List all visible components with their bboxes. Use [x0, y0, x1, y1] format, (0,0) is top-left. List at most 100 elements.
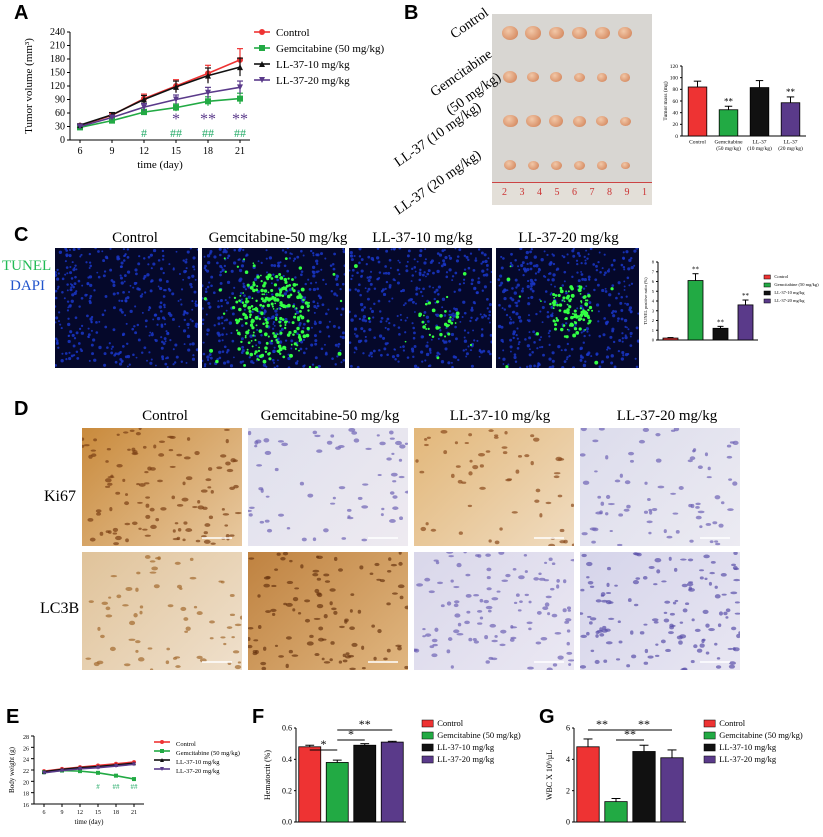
cell-nucleus — [475, 554, 480, 557]
cell-nucleus — [203, 539, 211, 544]
dapi-nucleus — [103, 270, 107, 273]
dapi-nucleus — [116, 255, 120, 259]
dapi-nucleus — [414, 270, 417, 273]
dapi-nucleus — [242, 282, 245, 285]
cell-nucleus — [115, 491, 121, 495]
dapi-nucleus — [58, 311, 61, 314]
cell-nucleus — [538, 572, 542, 575]
cell-nucleus — [326, 440, 333, 445]
dapi-nucleus — [156, 323, 159, 326]
bar — [298, 746, 322, 823]
dapi-nucleus — [605, 355, 610, 359]
dapi-nucleus — [165, 280, 169, 283]
cell-nucleus — [300, 564, 304, 569]
dapi-nucleus — [207, 261, 211, 265]
dapi-nucleus — [55, 364, 57, 367]
cell-nucleus — [605, 494, 611, 500]
cell-nucleus — [105, 606, 111, 611]
dapi-nucleus — [317, 294, 321, 298]
legend-marker — [160, 758, 164, 762]
dapi-nucleus — [516, 283, 520, 287]
cell-nucleus — [149, 507, 155, 512]
cell-nucleus — [113, 542, 119, 546]
dapi-nucleus — [610, 354, 614, 358]
cell-nucleus — [376, 434, 380, 437]
dapi-nucleus — [61, 291, 64, 294]
cell-nucleus — [634, 552, 640, 556]
cell-nucleus — [642, 428, 650, 432]
dapi-nucleus — [398, 333, 401, 336]
dapi-nucleus — [410, 280, 413, 283]
dapi-nucleus — [454, 248, 457, 250]
dapi-nucleus — [467, 345, 470, 348]
dapi-nucleus — [122, 248, 125, 251]
cell-nucleus — [591, 540, 596, 544]
cell-nucleus — [359, 565, 364, 570]
cell-nucleus — [157, 556, 161, 561]
cell-nucleus — [499, 643, 506, 647]
cell-nucleus — [321, 657, 325, 661]
dapi-nucleus — [161, 258, 165, 261]
cell-nucleus — [602, 625, 607, 630]
dapi-nucleus — [289, 252, 292, 255]
dapi-nucleus — [576, 263, 579, 266]
dapi-nucleus — [106, 346, 109, 349]
dapi-nucleus — [396, 281, 400, 285]
tunel-positive-cell — [573, 327, 578, 331]
cell-nucleus — [605, 641, 613, 645]
dapi-nucleus — [560, 349, 563, 352]
dapi-nucleus — [502, 257, 505, 260]
dapi-nucleus — [597, 310, 600, 313]
dapi-nucleus — [514, 258, 517, 262]
dapi-nucleus — [364, 287, 367, 290]
dapi-nucleus — [519, 248, 523, 251]
cell-nucleus — [729, 661, 736, 665]
dapi-nucleus — [90, 321, 93, 324]
dapi-nucleus — [93, 358, 97, 362]
cell-nucleus — [517, 455, 523, 458]
dapi-nucleus — [119, 350, 122, 353]
dapi-nucleus — [147, 309, 150, 312]
x-tick-label: 18 — [113, 810, 119, 816]
dapi-nucleus — [534, 272, 538, 275]
cell-nucleus — [105, 530, 110, 534]
cell-nucleus — [498, 552, 505, 555]
dapi-nucleus — [469, 349, 473, 352]
dapi-nucleus — [233, 356, 235, 359]
cell-nucleus — [605, 455, 609, 460]
dapi-nucleus — [150, 358, 153, 361]
dapi-nucleus — [192, 354, 195, 357]
dapi-nucleus — [221, 350, 225, 353]
dapi-nucleus — [565, 292, 568, 295]
cell-nucleus — [643, 623, 648, 626]
dapi-nucleus — [529, 348, 531, 351]
dapi-nucleus — [426, 299, 430, 303]
tunel-positive-cell — [570, 293, 575, 298]
tunel-positive-cell — [300, 305, 305, 310]
bar — [353, 744, 377, 823]
dapi-nucleus — [87, 335, 90, 338]
dapi-nucleus — [339, 335, 342, 338]
dapi-nucleus — [588, 334, 591, 337]
cell-nucleus — [151, 566, 158, 571]
dapi-nucleus — [213, 324, 216, 327]
dapi-nucleus — [463, 311, 467, 315]
dapi-nucleus — [597, 320, 600, 323]
dapi-nucleus — [313, 322, 317, 326]
dapi-nucleus — [67, 334, 71, 337]
dapi-nucleus — [123, 254, 126, 257]
dapi-nucleus — [621, 332, 624, 335]
tunel-positive-cell — [438, 326, 441, 329]
tunel-positive-cell — [242, 292, 245, 294]
tunel-positive-cell — [552, 303, 556, 307]
dapi-nucleus — [474, 259, 478, 262]
ihc-image-grid — [82, 428, 742, 670]
cell-nucleus — [344, 619, 348, 624]
cell-nucleus — [726, 455, 733, 459]
dapi-nucleus — [550, 305, 554, 309]
bar — [780, 102, 801, 137]
cell-nucleus — [632, 579, 639, 585]
cell-nucleus — [580, 634, 587, 638]
dapi-nucleus — [87, 333, 91, 337]
dapi-nucleus — [462, 349, 465, 352]
